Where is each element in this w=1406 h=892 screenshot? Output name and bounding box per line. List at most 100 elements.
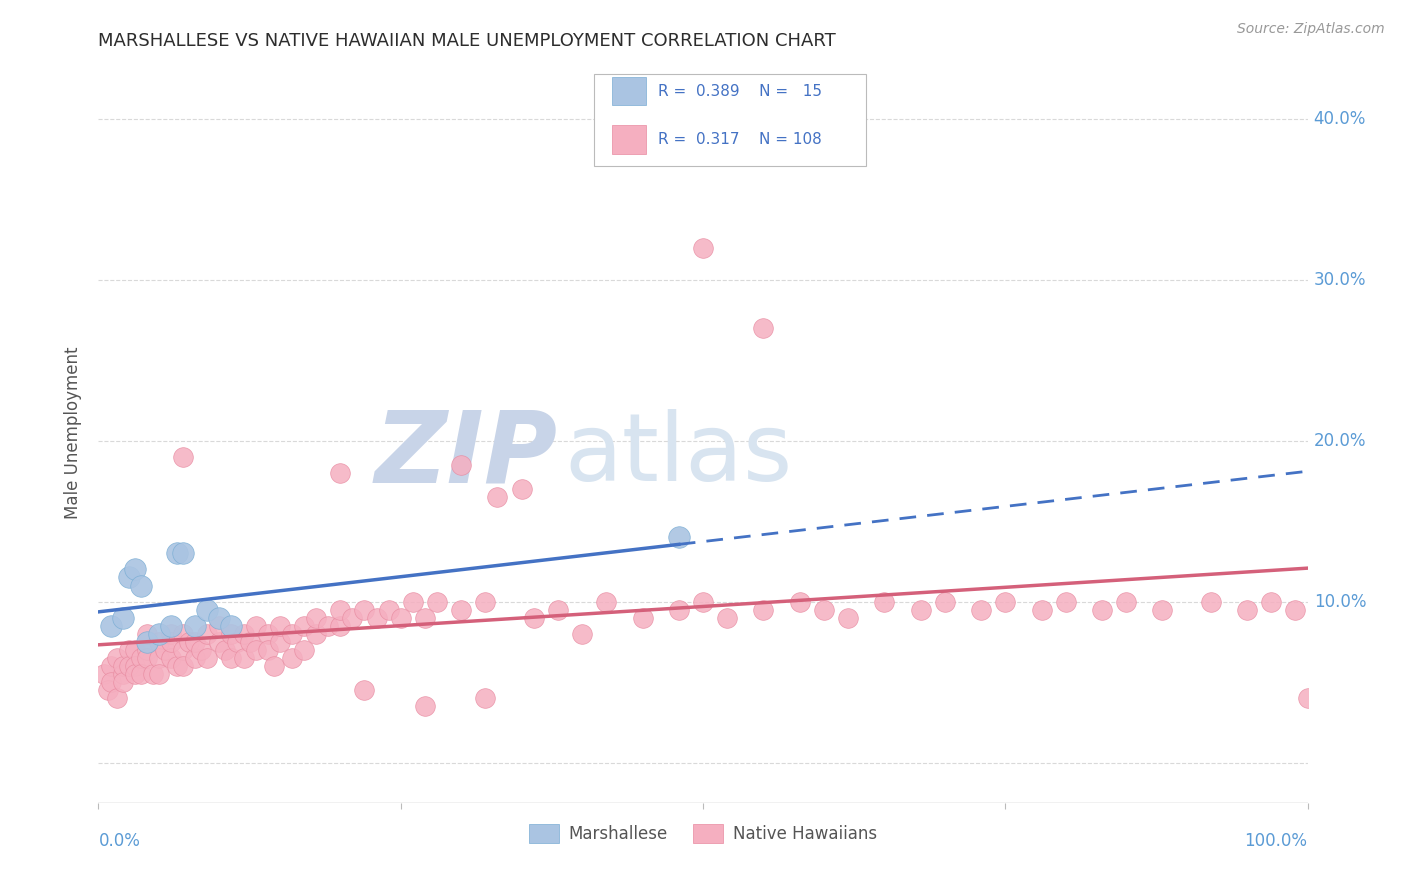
Point	[1115, 594, 1137, 608]
Point	[208, 610, 231, 624]
Point	[221, 619, 243, 633]
Text: Source: ZipAtlas.com: Source: ZipAtlas.com	[1237, 22, 1385, 37]
Point	[789, 594, 811, 608]
Point	[510, 482, 533, 496]
Point	[184, 619, 207, 633]
Point	[1091, 602, 1114, 616]
Point	[329, 602, 352, 616]
Point	[153, 643, 176, 657]
Text: 40.0%: 40.0%	[1313, 110, 1367, 128]
Point	[934, 594, 956, 608]
Point	[692, 594, 714, 608]
Point	[263, 659, 285, 673]
Point	[342, 610, 364, 624]
Point	[172, 450, 194, 464]
Point	[256, 627, 278, 641]
Point	[190, 643, 212, 657]
Point	[179, 635, 201, 649]
Point	[1199, 594, 1222, 608]
Point	[752, 602, 775, 616]
Point	[160, 627, 183, 641]
Point	[413, 699, 436, 714]
Point	[631, 610, 654, 624]
Point	[93, 667, 115, 681]
Text: R =  0.389    N =   15: R = 0.389 N = 15	[658, 84, 823, 99]
Point	[450, 458, 472, 472]
Point	[135, 651, 157, 665]
Point	[195, 602, 218, 616]
Point	[994, 594, 1017, 608]
Point	[716, 610, 738, 624]
Point	[148, 635, 170, 649]
Point	[292, 619, 315, 633]
Point	[184, 635, 207, 649]
Text: 10.0%: 10.0%	[1313, 592, 1367, 611]
Point	[269, 635, 291, 649]
Point	[269, 619, 291, 633]
Point	[148, 667, 170, 681]
Point	[353, 602, 375, 616]
Point	[1031, 602, 1053, 616]
Point	[100, 619, 122, 633]
Point	[523, 610, 546, 624]
Text: 20.0%: 20.0%	[1313, 432, 1367, 450]
Point	[692, 240, 714, 254]
Text: R =  0.317    N = 108: R = 0.317 N = 108	[658, 132, 823, 147]
Point	[813, 602, 835, 616]
Point	[239, 635, 262, 649]
Text: 30.0%: 30.0%	[1313, 270, 1367, 289]
Text: MARSHALLESE VS NATIVE HAWAIIAN MALE UNEMPLOYMENT CORRELATION CHART: MARSHALLESE VS NATIVE HAWAIIAN MALE UNEM…	[98, 32, 837, 50]
Point	[166, 546, 188, 560]
Point	[450, 602, 472, 616]
Point	[135, 627, 157, 641]
Point	[426, 594, 449, 608]
Point	[366, 610, 388, 624]
Point	[413, 610, 436, 624]
Point	[118, 643, 141, 657]
Point	[305, 627, 328, 641]
Point	[111, 610, 134, 624]
Point	[148, 627, 170, 641]
Point	[129, 651, 152, 665]
Point	[1260, 594, 1282, 608]
Point	[226, 635, 249, 649]
Point	[668, 602, 690, 616]
Point	[111, 667, 134, 681]
Point	[124, 562, 146, 576]
Point	[135, 635, 157, 649]
Point	[129, 667, 152, 681]
Text: 100.0%: 100.0%	[1244, 831, 1308, 850]
Point	[160, 619, 183, 633]
Point	[105, 651, 128, 665]
Point	[377, 602, 399, 616]
Point	[172, 546, 194, 560]
Point	[281, 651, 304, 665]
Point	[256, 643, 278, 657]
Point	[1284, 602, 1306, 616]
Text: atlas: atlas	[564, 409, 792, 500]
Point	[184, 651, 207, 665]
Bar	[613, 78, 647, 105]
Point	[208, 619, 231, 633]
Text: ZIP: ZIP	[375, 407, 558, 503]
Point	[100, 675, 122, 690]
Point	[1054, 594, 1077, 608]
Point	[195, 627, 218, 641]
Point	[316, 619, 339, 633]
Point	[208, 635, 231, 649]
Point	[97, 683, 120, 698]
Point	[571, 627, 593, 641]
Point	[329, 619, 352, 633]
Point	[195, 651, 218, 665]
Point	[245, 643, 267, 657]
Point	[100, 659, 122, 673]
Point	[172, 659, 194, 673]
Point	[281, 627, 304, 641]
FancyBboxPatch shape	[595, 73, 866, 166]
Point	[118, 570, 141, 584]
Point	[232, 627, 254, 641]
Point	[486, 490, 509, 504]
Point	[221, 651, 243, 665]
Point	[148, 651, 170, 665]
Point	[1236, 602, 1258, 616]
